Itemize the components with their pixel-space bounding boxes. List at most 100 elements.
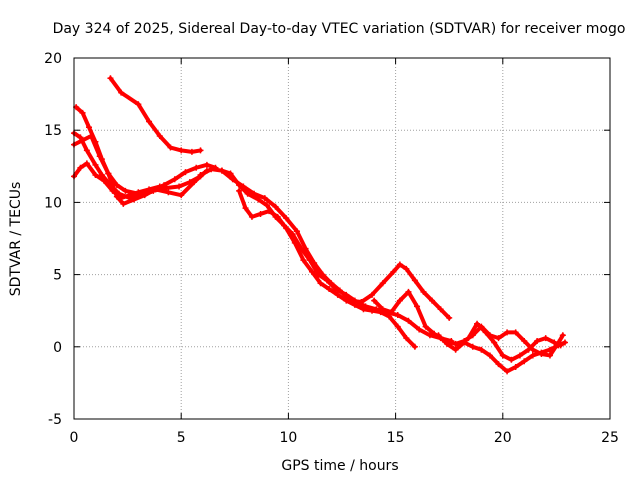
data-point: [422, 323, 429, 330]
x-tick-label: 0: [70, 430, 79, 446]
data-point: [429, 297, 436, 304]
data-point: [308, 268, 315, 275]
data-point: [369, 291, 376, 298]
data-point: [529, 352, 536, 359]
data-point: [559, 332, 566, 339]
data-point: [529, 346, 536, 353]
data-point: [516, 352, 523, 359]
data-point: [263, 202, 270, 209]
data-point: [208, 166, 215, 173]
data-point: [156, 132, 163, 139]
data-point: [283, 225, 290, 232]
data-point: [478, 323, 485, 330]
data-point: [107, 75, 114, 82]
data-point: [141, 192, 148, 199]
data-point: [197, 147, 204, 154]
data-point: [101, 177, 108, 184]
data-point: [542, 335, 549, 342]
data-point: [431, 330, 438, 337]
data-point: [461, 338, 468, 345]
series-arc-8: [197, 166, 453, 321]
data-point: [191, 179, 198, 186]
data-point: [386, 313, 393, 320]
series-arc-4: [71, 132, 210, 207]
data-point: [414, 303, 421, 310]
data-point: [546, 352, 553, 359]
data-point: [390, 268, 397, 275]
data-point: [131, 196, 138, 203]
data-point: [469, 343, 476, 350]
y-tick-label: 15: [44, 123, 62, 139]
data-point: [379, 280, 386, 287]
data-point: [122, 187, 129, 194]
data-point: [508, 356, 515, 363]
data-point: [77, 164, 84, 171]
data-point: [311, 260, 318, 267]
data-point: [319, 271, 326, 278]
data-point: [499, 352, 506, 359]
data-point: [88, 132, 95, 139]
data-point: [360, 306, 367, 313]
data-point: [105, 170, 112, 177]
data-point: [120, 200, 127, 207]
data-point: [118, 89, 125, 96]
data-point: [486, 332, 493, 339]
data-point: [394, 323, 401, 330]
x-axis-label: GPS time / hours: [281, 458, 398, 474]
data-point: [218, 167, 225, 174]
data-point: [416, 326, 423, 333]
series-arc-5: [71, 160, 163, 202]
data-point: [178, 147, 185, 154]
data-point: [474, 320, 481, 327]
chart-title: Day 324 of 2025, Sidereal Day-to-day VTE…: [53, 21, 626, 37]
x-tick-label: 25: [601, 430, 619, 446]
data-point: [491, 339, 498, 346]
series-arc-7: [236, 187, 418, 350]
data-point: [411, 277, 418, 284]
data-point: [257, 210, 264, 217]
data-point: [452, 346, 459, 353]
y-tick-label: 20: [44, 51, 62, 67]
data-point: [229, 176, 236, 183]
data-point: [403, 335, 410, 342]
data-point: [396, 297, 403, 304]
data-point: [521, 358, 528, 365]
data-point: [426, 332, 433, 339]
data-point: [420, 288, 427, 295]
y-tick-label: 10: [44, 195, 62, 211]
data-point: [118, 195, 125, 202]
data-point: [555, 339, 562, 346]
data-point: [437, 306, 444, 313]
data-point: [240, 183, 247, 190]
data-point: [512, 364, 519, 371]
grid: [74, 58, 610, 419]
data-point: [96, 153, 103, 160]
data-point: [165, 189, 172, 196]
data-point: [135, 101, 142, 108]
x-tick-label: 10: [279, 430, 297, 446]
data-point: [495, 335, 502, 342]
data-point: [336, 287, 343, 294]
data-point: [178, 192, 185, 199]
data-point: [452, 340, 459, 347]
data-point: [83, 147, 90, 154]
data-point: [371, 297, 378, 304]
x-tick-label: 5: [177, 430, 186, 446]
data-point: [561, 339, 568, 346]
data-point: [358, 299, 365, 306]
data-point: [236, 187, 243, 194]
data-point: [188, 148, 195, 155]
data-point: [251, 190, 258, 197]
data-point: [504, 329, 511, 336]
series-line: [436, 333, 567, 374]
data-point: [92, 161, 99, 168]
data-point: [411, 343, 418, 350]
data-point: [291, 239, 298, 246]
data-point: [86, 124, 93, 131]
data-point: [113, 182, 120, 189]
data-point: [283, 215, 290, 222]
data-point: [293, 228, 300, 235]
data-point: [302, 245, 309, 252]
